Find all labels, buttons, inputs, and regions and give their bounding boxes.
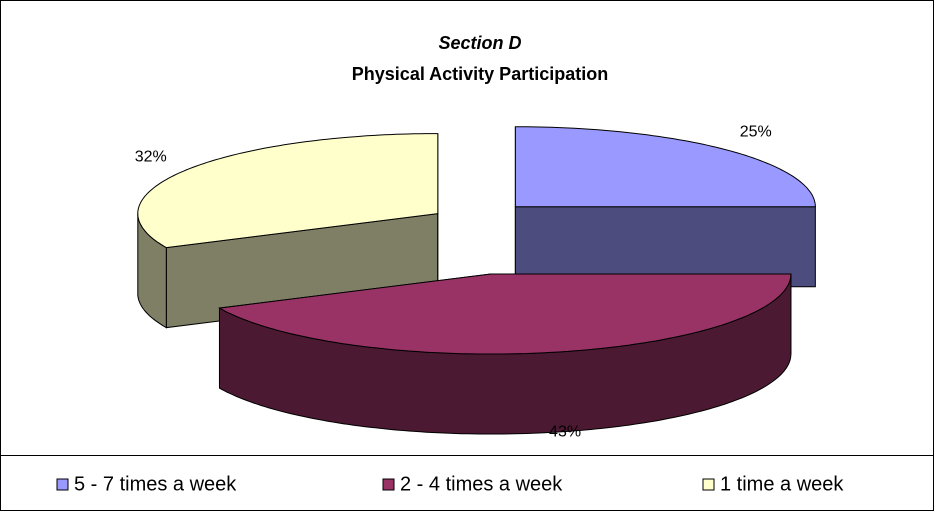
legend-label: 1 time a week: [720, 473, 844, 495]
slice: [137, 133, 439, 249]
legend-swatch: [382, 478, 395, 491]
data-label: 43%: [549, 424, 581, 441]
legend-swatch: [56, 478, 69, 491]
chart-title: Section D: [438, 33, 521, 53]
legend-label: 2 - 4 times a week: [400, 473, 563, 495]
slice: [514, 126, 816, 208]
data-label: 32%: [135, 149, 167, 166]
legend-swatch: [702, 478, 715, 491]
slice: [217, 273, 792, 355]
chart-subtitle: Physical Activity Participation: [352, 64, 608, 84]
data-label: 25%: [740, 124, 772, 141]
legend-label: 5 - 7 times a week: [74, 473, 237, 495]
